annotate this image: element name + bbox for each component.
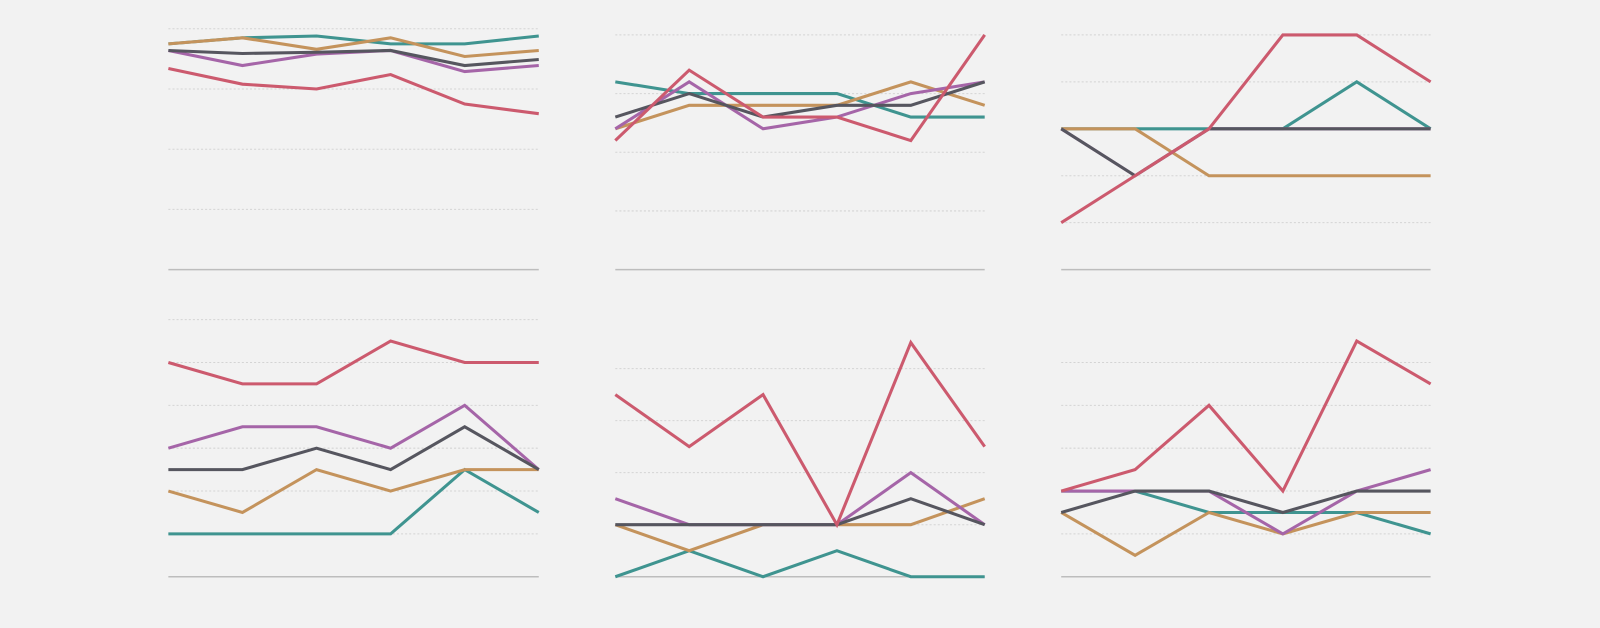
series-line	[615, 80, 985, 119]
series-line	[1060, 489, 1431, 515]
series-line	[614, 80, 986, 131]
series-line	[168, 467, 540, 536]
series-line	[1060, 127, 1431, 178]
series-line	[615, 497, 986, 527]
series-line	[1060, 127, 1431, 178]
series-line	[1060, 510, 1431, 558]
series-line	[167, 339, 539, 386]
series-line	[614, 80, 986, 119]
series-line	[1060, 33, 1432, 224]
series-line	[614, 34, 986, 143]
series-line	[1061, 80, 1432, 131]
series-line	[1061, 127, 1431, 178]
series-line	[614, 80, 985, 131]
series-line	[1061, 468, 1432, 536]
series-line	[167, 403, 540, 471]
series-line	[614, 549, 985, 579]
series-line	[168, 424, 540, 472]
series-line	[168, 36, 539, 59]
series-line	[168, 48, 539, 68]
series-line	[167, 467, 539, 515]
series-line	[614, 339, 986, 529]
series-line	[168, 67, 539, 116]
series-line	[1060, 338, 1432, 494]
